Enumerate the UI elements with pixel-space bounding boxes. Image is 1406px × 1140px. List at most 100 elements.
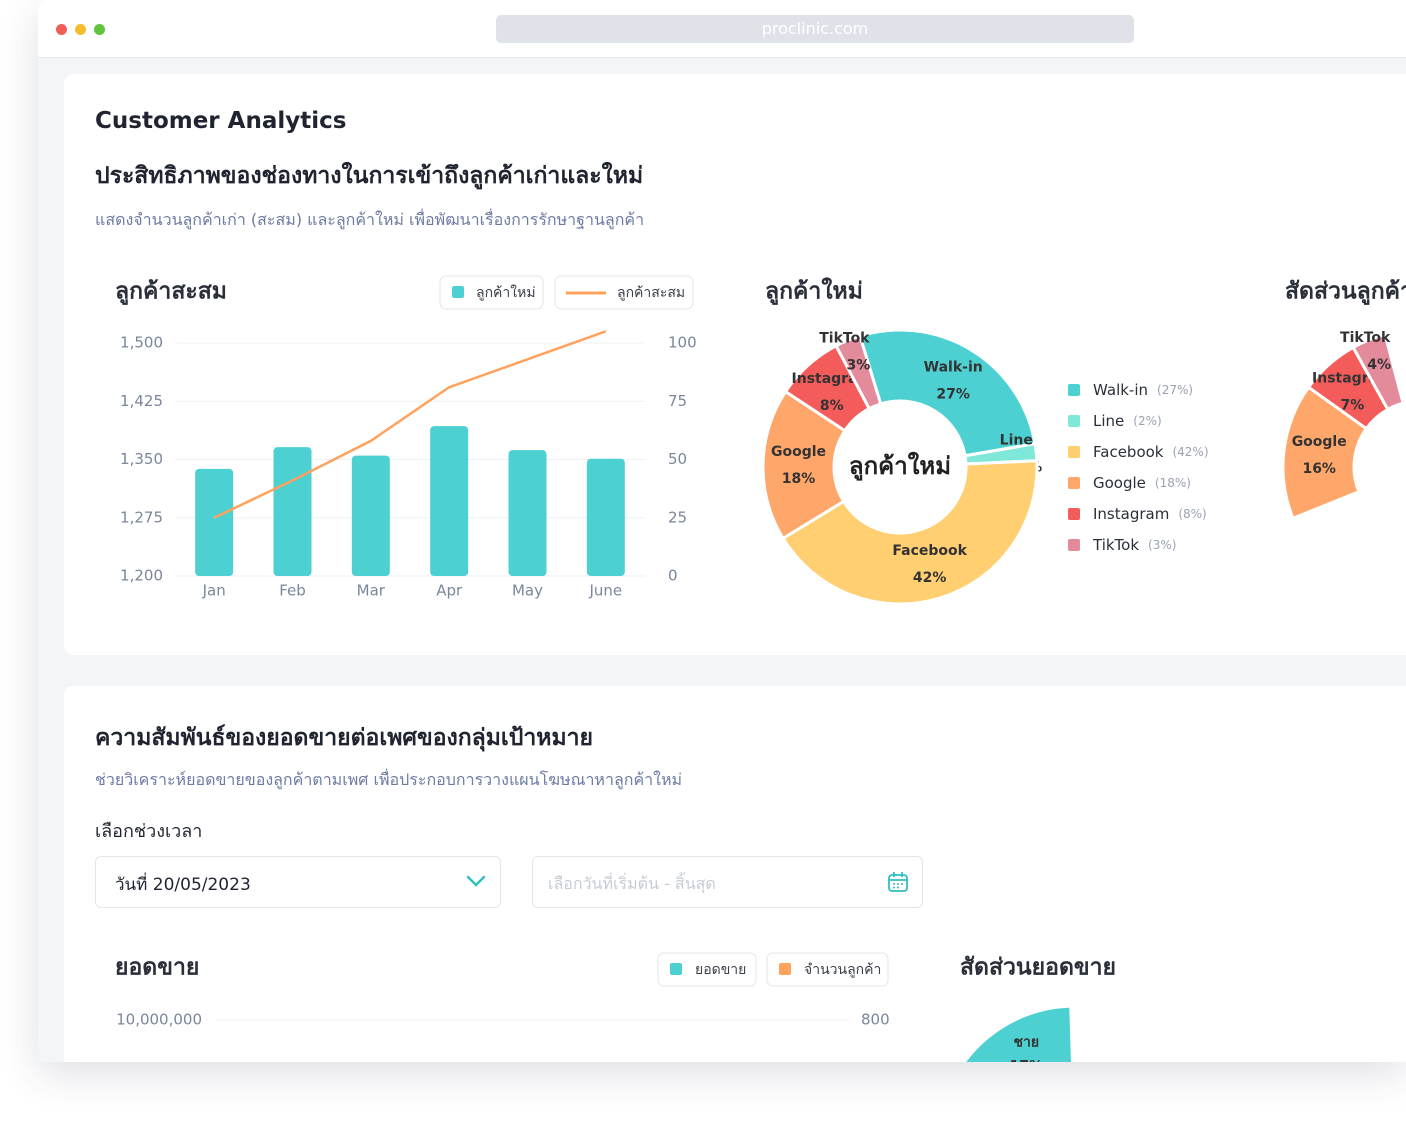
sales-card: ความสัมพันธ์ของยอดขายต่อเพศของกลุ่มเป้าห…: [64, 686, 1406, 1062]
y2-tick-label: 800: [861, 1011, 890, 1029]
legend-name: Line: [1093, 412, 1124, 430]
slice-value-label: 8%: [820, 398, 844, 414]
legend-name: Walk-in: [1093, 381, 1148, 399]
y-tick-label: 1,500: [120, 334, 163, 352]
legend-name: Instagram: [1093, 505, 1169, 523]
y2-tick-label: 0: [668, 567, 678, 585]
y2-tick-label: 100: [668, 334, 697, 352]
bar: [430, 426, 469, 576]
slice-value-label: 3%: [846, 357, 870, 373]
y2-tick-label: 50: [668, 450, 687, 468]
calendar-icon: [888, 872, 908, 892]
section-subtitle: ช่วยวิเคราะห์ยอดขายของลูกค้าตามเพศ เพื่อ…: [95, 770, 683, 789]
legend-name: TikTok: [1092, 536, 1139, 554]
x-tick-label: May: [512, 582, 543, 600]
legend-value: (27%): [1157, 383, 1193, 397]
x-tick-label: Mar: [357, 582, 386, 600]
legend-swatch: [779, 963, 791, 975]
x-tick-label: June: [588, 582, 622, 600]
slice-value-label: 17%: [1010, 1058, 1044, 1062]
browser-window: proclinic.com Customer Analytics ประสิทธ…: [38, 0, 1406, 1062]
bar: [508, 450, 547, 576]
close-dot[interactable]: [56, 24, 67, 35]
legend-value: (18%): [1155, 476, 1191, 490]
legend-value: (2%): [1133, 414, 1161, 428]
url-bar[interactable]: proclinic.com: [496, 15, 1134, 43]
legend-label: Google (18%): [1093, 474, 1191, 492]
slice-value-label: 42%: [913, 570, 947, 586]
bar: [195, 468, 234, 576]
legend-swatch: [1068, 384, 1080, 396]
pie-slice: [962, 1004, 1074, 1062]
period-label: เลือกช่วงเวลา: [95, 821, 203, 842]
x-tick-label: Apr: [436, 582, 463, 600]
y2-tick-label: 75: [668, 392, 687, 410]
legend-name: Facebook: [1093, 443, 1164, 461]
legend-item: [766, 952, 889, 987]
section-heading: ความสัมพันธ์ของยอดขายต่อเพศของกลุ่มเป้าห…: [95, 725, 594, 751]
y2-tick-label: 25: [668, 508, 687, 526]
y-tick-label: 1,275: [120, 508, 163, 526]
donut-slice: [834, 334, 883, 411]
center-label: ลูกค้าใหม่: [849, 451, 951, 481]
legend-swatch: [670, 963, 682, 975]
legend-label: Line (2%): [1093, 412, 1162, 430]
bar: [586, 458, 625, 576]
slice-value-label: 27%: [936, 387, 970, 403]
legend-item: [554, 275, 694, 310]
chart-title: สัดส่วนยอดขาย: [960, 955, 1116, 981]
select-value: วันที่ 20/05/2023: [115, 875, 251, 895]
url-text: proclinic.com: [761, 19, 869, 38]
chart-title: ยอดขาย: [115, 955, 199, 981]
legend-value: (3%): [1148, 538, 1176, 552]
maximize-dot[interactable]: [94, 24, 105, 35]
y-tick-label: 1,425: [120, 392, 163, 410]
legend-label: Instagram (8%): [1093, 505, 1207, 523]
line-series: [213, 330, 607, 519]
slice-label: Line: [1000, 433, 1033, 449]
legend-swatch: [1068, 477, 1080, 489]
chart-title: ลูกค้าใหม่: [765, 277, 863, 306]
legend-swatch: [1068, 539, 1080, 551]
slice-value-label: 18%: [782, 471, 816, 487]
legend-label: ยอดขาย: [695, 962, 746, 978]
donut-slice: [1281, 385, 1369, 521]
slice-label: Walk-in: [924, 360, 983, 376]
slice-label: Facebook: [892, 543, 967, 559]
donut-slice: [858, 328, 1037, 458]
period-select[interactable]: วันที่ 20/05/2023: [95, 856, 501, 908]
slice-label: TikTok: [1340, 330, 1391, 346]
legend-value: (8%): [1178, 507, 1206, 521]
legend-swatch: [452, 286, 464, 298]
minimize-dot[interactable]: [75, 24, 86, 35]
legend-label: TikTok (3%): [1092, 536, 1176, 554]
date-range-input[interactable]: เลือกวันที่เริ่มต้น - สิ้นสุด: [532, 856, 923, 908]
chevron-icon: [466, 875, 486, 887]
slice-value-label: 16%: [1302, 461, 1336, 477]
slice-value-label: 7%: [1340, 397, 1364, 413]
charts-layer: ลูกค้าสะสม 1,200 1,275 1,350 1,425 1,500 0 25 50…: [115, 275, 1406, 1062]
x-tick-label: Jan: [202, 582, 226, 600]
chart-title: ลูกค้าสะสม: [115, 279, 227, 306]
x-tick-label: Feb: [279, 582, 306, 600]
slice-value-label: 4%: [1367, 357, 1391, 373]
chart-title: สัดส่วนลูกค้า: [1285, 279, 1406, 306]
legend-item: [657, 952, 757, 987]
legend-label: Walk-in (27%): [1093, 381, 1193, 399]
legend-value: (42%): [1172, 445, 1208, 459]
legend-name: Google: [1093, 474, 1146, 492]
slice-label: TikTok: [819, 330, 870, 346]
date-placeholder: เลือกวันที่เริ่มต้น - สิ้นสุด: [548, 874, 716, 893]
legend-swatch: [1068, 446, 1080, 458]
legend-item: [439, 275, 544, 310]
bar: [351, 455, 390, 576]
y-tick-label: 10,000,000: [116, 1011, 202, 1029]
legend-swatch: [1068, 508, 1080, 520]
section-title: Customer Analytics: [95, 108, 347, 134]
legend-label: จำนวนลูกค้า: [804, 962, 881, 978]
slice-label: Google: [771, 444, 826, 460]
donut-slice: [781, 459, 1039, 606]
legend-label: ลูกค้าใหม่: [476, 284, 536, 301]
browser-toolbar: proclinic.com: [38, 0, 1406, 58]
bar: [273, 447, 312, 576]
